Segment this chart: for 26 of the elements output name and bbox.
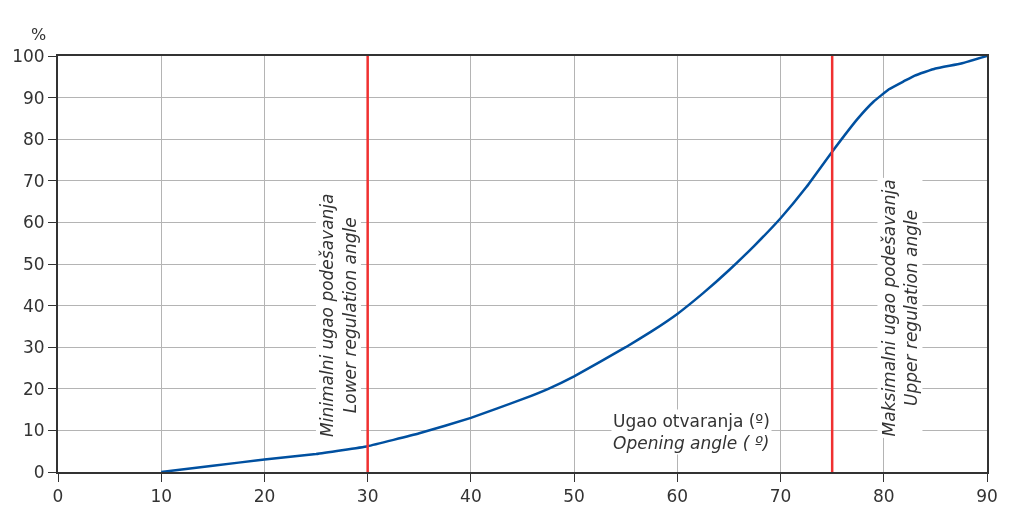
ref-line-label: Minimalni ugao podešavanja Lower regulation angle: [317, 193, 360, 437]
x-tick-label: 90: [976, 486, 998, 507]
y-tick-label: 100: [12, 45, 45, 66]
x-tick-label: 50: [563, 486, 585, 507]
y-tick-label: 20: [22, 378, 45, 399]
x-tick-label: 30: [356, 486, 379, 507]
y-axis-title: %: [31, 25, 47, 44]
y-tick-label: 10: [22, 420, 45, 441]
x-tick-label: 70: [769, 486, 792, 507]
x-tick-label: 60: [666, 486, 689, 507]
y-tick-label: 90: [22, 87, 45, 108]
y-tick-label: 40: [22, 295, 45, 316]
y-tick-label: 0: [33, 461, 45, 482]
x-tick-label: 40: [460, 486, 482, 507]
line-series: [159, 56, 987, 472]
x-tick-label: 10: [150, 486, 173, 507]
x-tick-label: 80: [872, 486, 895, 507]
y-tick-label: 80: [22, 129, 45, 150]
x-tick-label: 20: [253, 486, 276, 507]
y-tick-label: 50: [22, 253, 45, 274]
ref-line-label: Maksimalni ugao podešavanja Upper regulation angle: [878, 179, 922, 437]
x-axis-title: Ugao otvaranja (º) Opening angle ( º): [613, 411, 771, 454]
y-tick-label: 70: [22, 170, 45, 191]
y-tick-label: 30: [22, 337, 45, 358]
x-tick-label: 0: [52, 486, 64, 507]
y-tick-label: 60: [22, 212, 45, 233]
